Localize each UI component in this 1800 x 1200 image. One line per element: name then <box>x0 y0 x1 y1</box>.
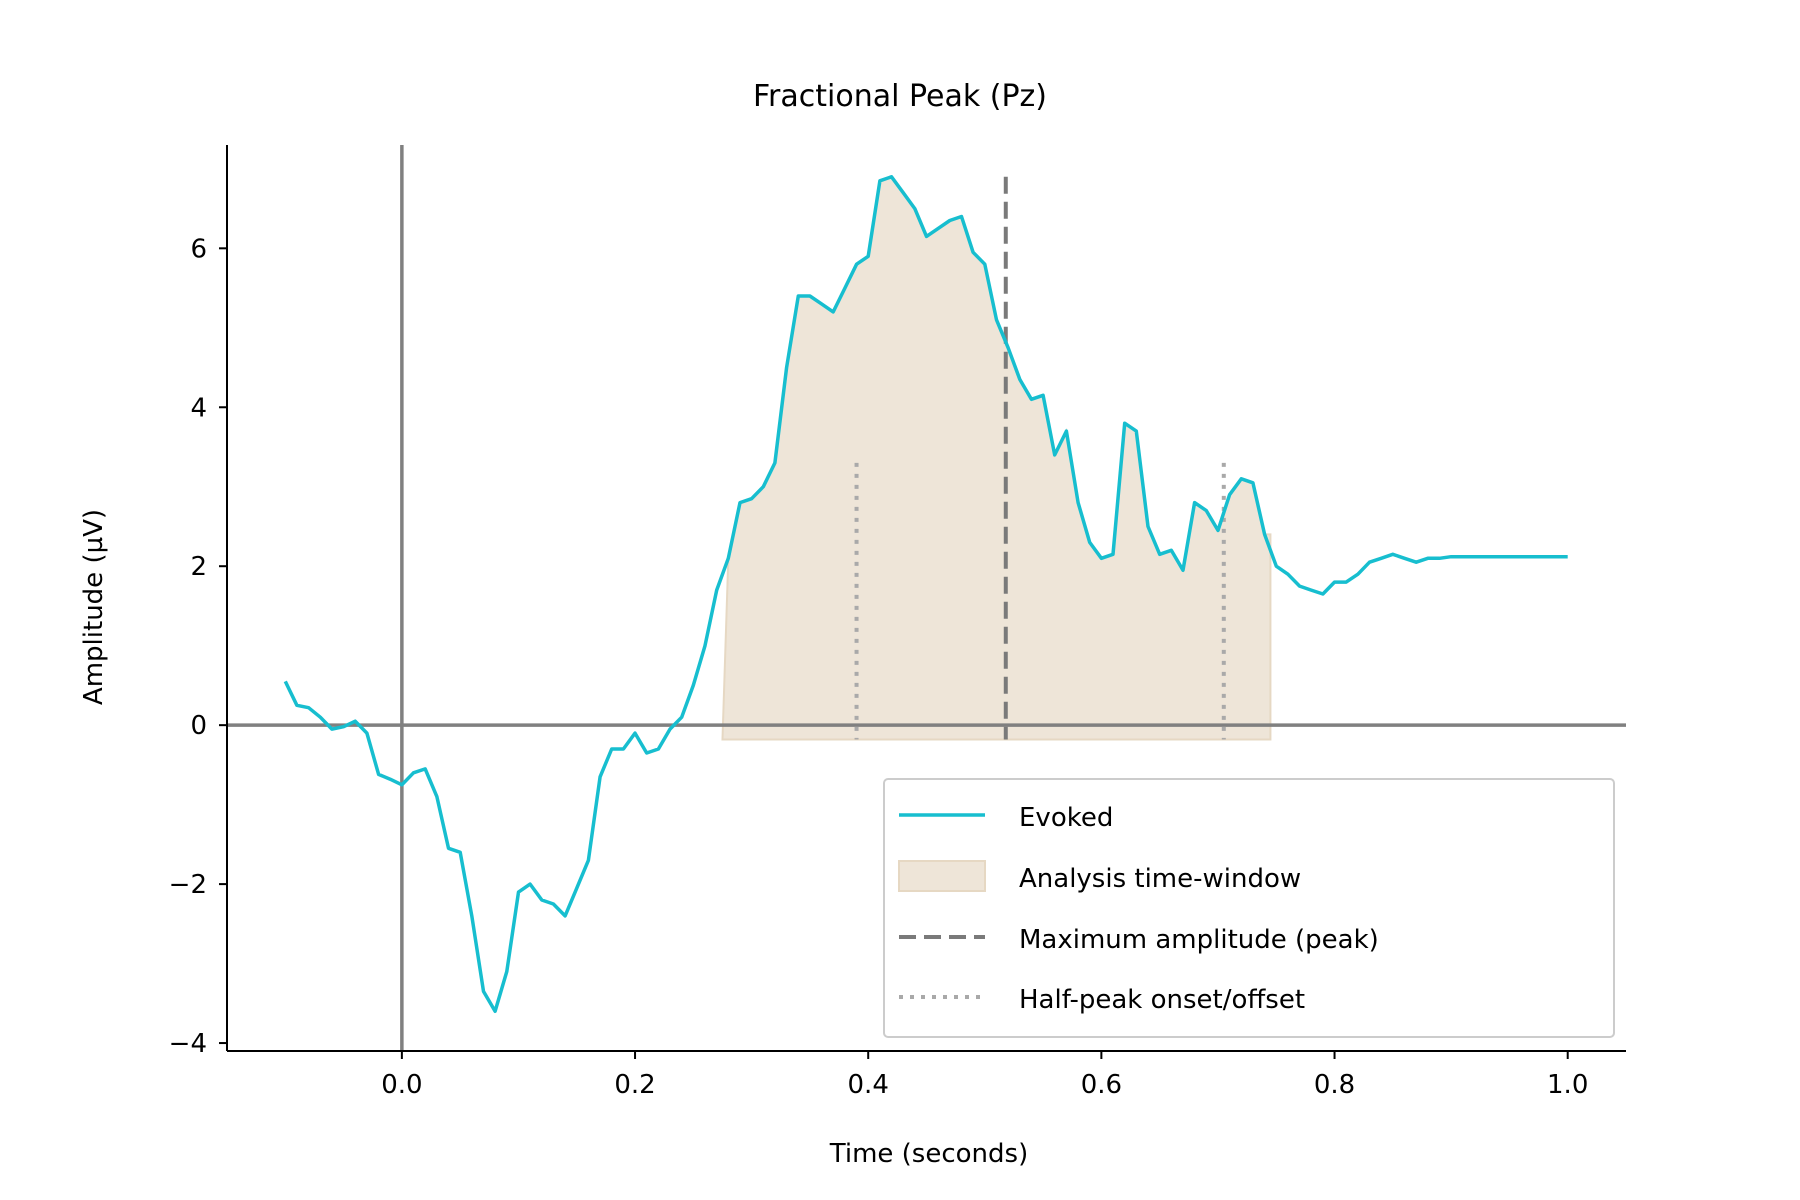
legend: Evoked Analysis time-window Maximum ampl… <box>883 778 1615 1038</box>
y-tick-label: 2 <box>190 552 207 582</box>
x-tick-label: 1.0 <box>1547 1070 1588 1100</box>
legend-label-peak: Maximum amplitude (peak) <box>1019 925 1379 955</box>
analysis-window-area <box>721 175 1272 741</box>
y-axis-ticks: −4 −2 0 2 4 6 <box>169 234 227 1059</box>
y-tick-label: 0 <box>190 711 207 741</box>
y-tick-label: −4 <box>169 1029 207 1059</box>
series-line-evoked <box>283 175 1568 1014</box>
series-layer <box>283 175 1568 1014</box>
x-tick-label: 0.6 <box>1081 1070 1122 1100</box>
x-tick-label: 0.4 <box>848 1070 889 1100</box>
y-tick-label: −2 <box>169 870 207 900</box>
axes <box>226 145 1626 1052</box>
x-tick-label: 0.0 <box>381 1070 422 1100</box>
legend-label-evoked: Evoked <box>1019 803 1113 833</box>
y-tick-label: 4 <box>190 393 207 423</box>
x-axis-ticks: 0.0 0.2 0.4 0.6 0.8 1.0 <box>381 1051 1588 1100</box>
legend-window-swatch <box>898 860 986 892</box>
analysis-window-layer <box>721 175 1272 741</box>
x-tick-label: 0.8 <box>1314 1070 1355 1100</box>
legend-box <box>883 778 1615 1038</box>
chart-title: Fractional Peak (Pz) <box>753 79 1047 114</box>
y-tick-label: 6 <box>190 234 207 264</box>
y-axis-label: Amplitude (µV) <box>79 509 109 705</box>
legend-label-analysis-window: Analysis time-window <box>1019 864 1301 894</box>
plot-area <box>227 145 1626 1051</box>
x-tick-label: 0.2 <box>614 1070 655 1100</box>
x-axis-label: Time (seconds) <box>829 1139 1028 1169</box>
legend-label-half-peak: Half-peak onset/offset <box>1019 985 1305 1015</box>
zero-lines <box>227 145 1626 1051</box>
